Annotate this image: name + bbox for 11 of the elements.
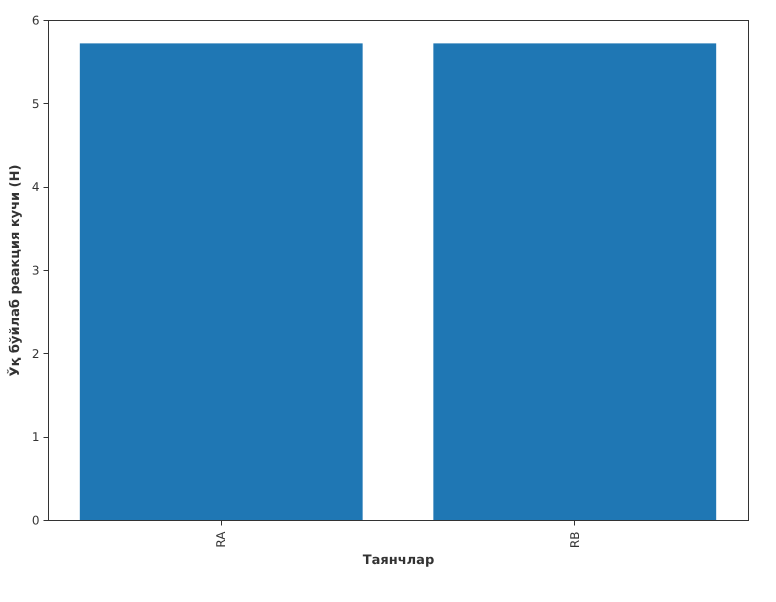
y-tick-label: 2 [32, 346, 40, 361]
y-axis-title: Ўқ бўйлаб реакция кучи (Н) [6, 164, 23, 376]
x-tick-label: RA [214, 530, 228, 548]
y-tick-label: 1 [32, 430, 40, 444]
y-tick-label: 6 [32, 14, 40, 28]
y-tick-label: 5 [32, 96, 40, 111]
y-tick-label: 0 [32, 514, 40, 528]
x-tick-label: RB [568, 532, 582, 548]
y-tick-label: 3 [32, 264, 40, 278]
y-tick-label: 4 [32, 180, 40, 194]
x-axis-title: Таянчлар [362, 553, 434, 568]
